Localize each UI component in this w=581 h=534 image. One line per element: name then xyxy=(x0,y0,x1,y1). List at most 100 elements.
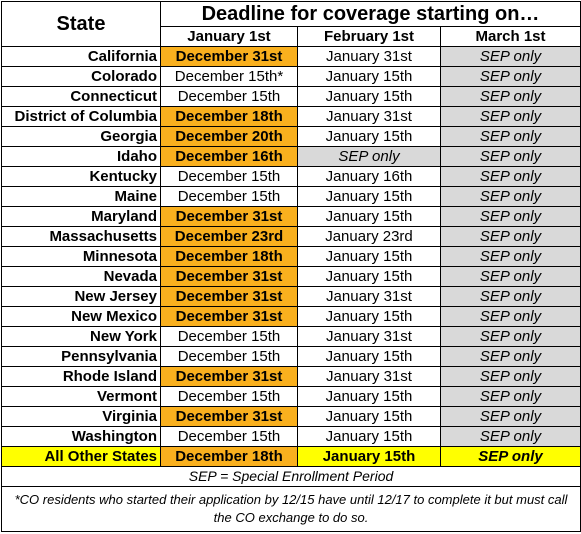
february-deadline-cell: January 15th xyxy=(297,426,441,447)
table-row: Washington December 15th January 15th SEP o… xyxy=(1,426,581,447)
march-deadline-cell: SEP only xyxy=(440,206,581,227)
state-cell: Maryland xyxy=(1,206,161,227)
march-deadline-cell: SEP only xyxy=(440,86,581,107)
march-deadline-cell: SEP only xyxy=(440,46,581,67)
table-row: Maryland December 31st January 15th SEP onl… xyxy=(1,206,581,227)
table-row: Minnesota December 18th January 15th SEP on… xyxy=(1,246,581,267)
state-column-header: State xyxy=(1,1,161,47)
february-deadline-cell: January 15th xyxy=(297,206,441,227)
table-row: Nevada December 31st January 15th SEP only xyxy=(1,266,581,287)
january-deadline-cell: December 31st xyxy=(160,306,298,327)
state-cell: Rhode Island xyxy=(1,366,161,387)
january-deadline-cell: December 15th xyxy=(160,426,298,447)
february-deadline-cell: January 15th xyxy=(297,306,441,327)
state-cell: Maine xyxy=(1,186,161,207)
state-cell: Nevada xyxy=(1,266,161,287)
march-deadline-cell: SEP only xyxy=(440,146,581,167)
total-january-cell: December 18th xyxy=(160,446,298,467)
march-deadline-cell: SEP only xyxy=(440,246,581,267)
january-deadline-cell: December 31st xyxy=(160,206,298,227)
march-deadline-cell: SEP only xyxy=(440,426,581,447)
table-row: New York December 15th January 31st SEP onl… xyxy=(1,326,581,347)
february-deadline-cell: January 15th xyxy=(297,186,441,207)
table-row: Vermont December 15th January 15th SEP only xyxy=(1,386,581,407)
march-deadline-cell: SEP only xyxy=(440,226,581,247)
january-deadline-cell: December 16th xyxy=(160,146,298,167)
table-row: Massachusetts December 23rd January 23rd SE… xyxy=(1,226,581,247)
march-deadline-cell: SEP only xyxy=(440,266,581,287)
january-deadline-cell: December 23rd xyxy=(160,226,298,247)
march-column-header: March 1st xyxy=(440,26,581,47)
table-row: Connecticut December 15th January 15th SEP … xyxy=(1,86,581,107)
february-deadline-cell: January 15th xyxy=(297,86,441,107)
state-cell: New York xyxy=(1,326,161,347)
state-cell: Kentucky xyxy=(1,166,161,187)
february-deadline-cell: January 23rd xyxy=(297,226,441,247)
table-row: Kentucky December 15th January 16th SEP onl… xyxy=(1,166,581,187)
february-deadline-cell: January 31st xyxy=(297,286,441,307)
table-row: Pennsylvania December 15th January 15th SEP… xyxy=(1,346,581,367)
february-deadline-cell: January 16th xyxy=(297,166,441,187)
march-deadline-cell: SEP only xyxy=(440,366,581,387)
february-deadline-cell: January 15th xyxy=(297,266,441,287)
table-row: Idaho December 16th SEP only SEP only xyxy=(1,146,581,167)
total-february-cell: January 15th xyxy=(297,446,441,467)
january-deadline-cell: December 20th xyxy=(160,126,298,147)
state-cell: Minnesota xyxy=(1,246,161,267)
state-cell: Georgia xyxy=(1,126,161,147)
january-deadline-cell: December 31st xyxy=(160,286,298,307)
march-deadline-cell: SEP only xyxy=(440,326,581,347)
sep-definition-note: SEP = Special Enrollment Period xyxy=(1,466,581,487)
january-deadline-cell: December 15th* xyxy=(160,66,298,87)
january-column-header: January 1st xyxy=(160,26,298,47)
total-march-cell: SEP only xyxy=(440,446,581,467)
table-row: Colorado December 15th* January 15th SEP on… xyxy=(1,66,581,87)
state-cell: Idaho xyxy=(1,146,161,167)
state-cell: Vermont xyxy=(1,386,161,407)
february-column-header: February 1st xyxy=(297,26,441,47)
table-row: Georgia December 20th January 15th SEP only xyxy=(1,126,581,147)
march-deadline-cell: SEP only xyxy=(440,186,581,207)
state-cell: California xyxy=(1,46,161,67)
february-deadline-cell: January 31st xyxy=(297,326,441,347)
february-deadline-cell: January 15th xyxy=(297,346,441,367)
table-row: New Mexico December 31st January 15th SEP o… xyxy=(1,306,581,327)
state-cell: Connecticut xyxy=(1,86,161,107)
january-deadline-cell: December 31st xyxy=(160,46,298,67)
march-deadline-cell: SEP only xyxy=(440,126,581,147)
march-deadline-cell: SEP only xyxy=(440,346,581,367)
january-deadline-cell: December 31st xyxy=(160,266,298,287)
january-deadline-cell: December 15th xyxy=(160,186,298,207)
state-cell: Virginia xyxy=(1,406,161,427)
table-row: Virginia December 31st January 15th SEP onl… xyxy=(1,406,581,427)
january-deadline-cell: December 15th xyxy=(160,166,298,187)
deadline-header: Deadline for coverage starting on… xyxy=(160,1,581,27)
february-deadline-cell: SEP only xyxy=(297,146,441,167)
february-deadline-cell: January 31st xyxy=(297,106,441,127)
january-deadline-cell: December 15th xyxy=(160,326,298,347)
march-deadline-cell: SEP only xyxy=(440,166,581,187)
table-body: California December 31st January 31st SEP o… xyxy=(1,46,581,447)
table-row: California December 31st January 31st SEP o… xyxy=(1,46,581,67)
table-row: New Jersey December 31st January 31st SEP o… xyxy=(1,286,581,307)
march-deadline-cell: SEP only xyxy=(440,106,581,127)
february-deadline-cell: January 15th xyxy=(297,126,441,147)
march-deadline-cell: SEP only xyxy=(440,306,581,327)
march-deadline-cell: SEP only xyxy=(440,386,581,407)
colorado-footnote: *CO residents who started their applicat… xyxy=(1,486,581,532)
state-cell: Washington xyxy=(1,426,161,447)
january-deadline-cell: December 15th xyxy=(160,346,298,367)
state-cell: Massachusetts xyxy=(1,226,161,247)
march-deadline-cell: SEP only xyxy=(440,406,581,427)
january-deadline-cell: December 15th xyxy=(160,86,298,107)
february-deadline-cell: January 31st xyxy=(297,46,441,67)
table-row: Rhode Island December 31st January 31st SEP… xyxy=(1,366,581,387)
table-row: District of Columbia December 18th January… xyxy=(1,106,581,127)
state-cell: New Jersey xyxy=(1,286,161,307)
march-deadline-cell: SEP only xyxy=(440,66,581,87)
state-cell: Colorado xyxy=(1,66,161,87)
total-state-cell: All Other States xyxy=(1,446,161,467)
january-deadline-cell: December 15th xyxy=(160,386,298,407)
table-row: Maine December 15th January 15th SEP only xyxy=(1,186,581,207)
